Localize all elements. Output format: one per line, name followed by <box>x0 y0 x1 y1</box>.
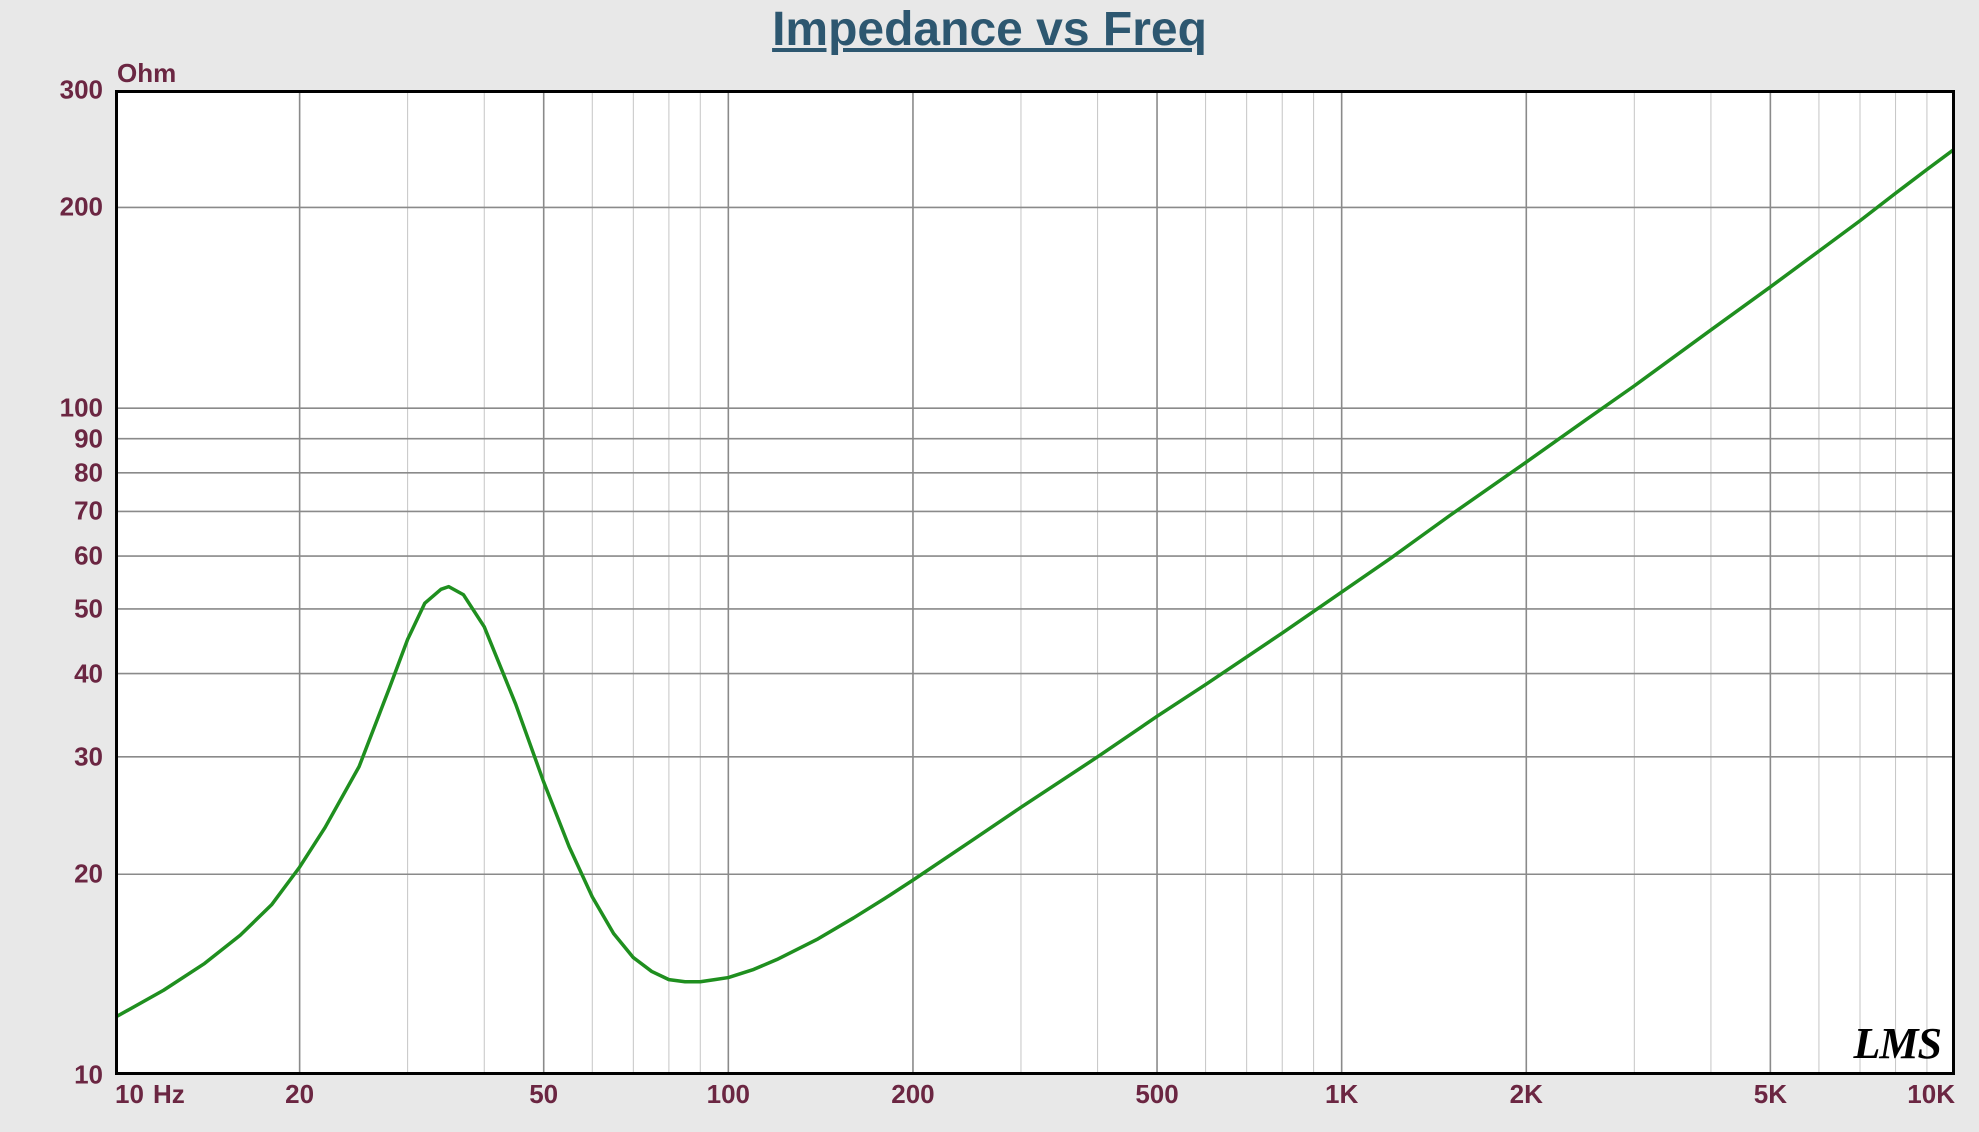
y-tick-label: 200 <box>0 192 103 223</box>
y-tick-label: 300 <box>0 75 103 106</box>
y-tick-label: 70 <box>0 496 103 527</box>
y-tick-label: 50 <box>0 593 103 624</box>
y-tick-label: 60 <box>0 541 103 572</box>
x-tick-label: 2K <box>1510 1079 1543 1110</box>
y-tick-label: 10 <box>0 1060 103 1091</box>
y-tick-label: 100 <box>0 393 103 424</box>
x-tick-label: 1K <box>1325 1079 1358 1110</box>
x-tick-label: 100 <box>707 1079 750 1110</box>
y-tick-label: 40 <box>0 658 103 689</box>
y-axis-unit-label: Ohm <box>117 58 176 89</box>
y-tick-label: 90 <box>0 423 103 454</box>
lms-watermark: LMS <box>1854 1018 1941 1069</box>
x-tick-label: 50 <box>529 1079 558 1110</box>
x-tick-label: 500 <box>1135 1079 1178 1110</box>
chart-container: Impedance vs Freq Ohm Hz LMS 10 20 30 40 50 6… <box>0 0 1979 1132</box>
x-tick-label: 200 <box>891 1079 934 1110</box>
x-tick-label: 10K <box>1907 1079 1955 1110</box>
x-tick-label: 5K <box>1754 1079 1787 1110</box>
y-tick-label: 20 <box>0 859 103 890</box>
y-tick-label: 80 <box>0 457 103 488</box>
y-tick-label: 30 <box>0 741 103 772</box>
chart-title: Impedance vs Freq <box>0 2 1979 57</box>
x-axis-unit-label: Hz <box>153 1079 185 1110</box>
x-tick-label: 20 <box>285 1079 314 1110</box>
x-tick-label: 10 <box>115 1079 144 1110</box>
plot-svg <box>115 90 1955 1075</box>
